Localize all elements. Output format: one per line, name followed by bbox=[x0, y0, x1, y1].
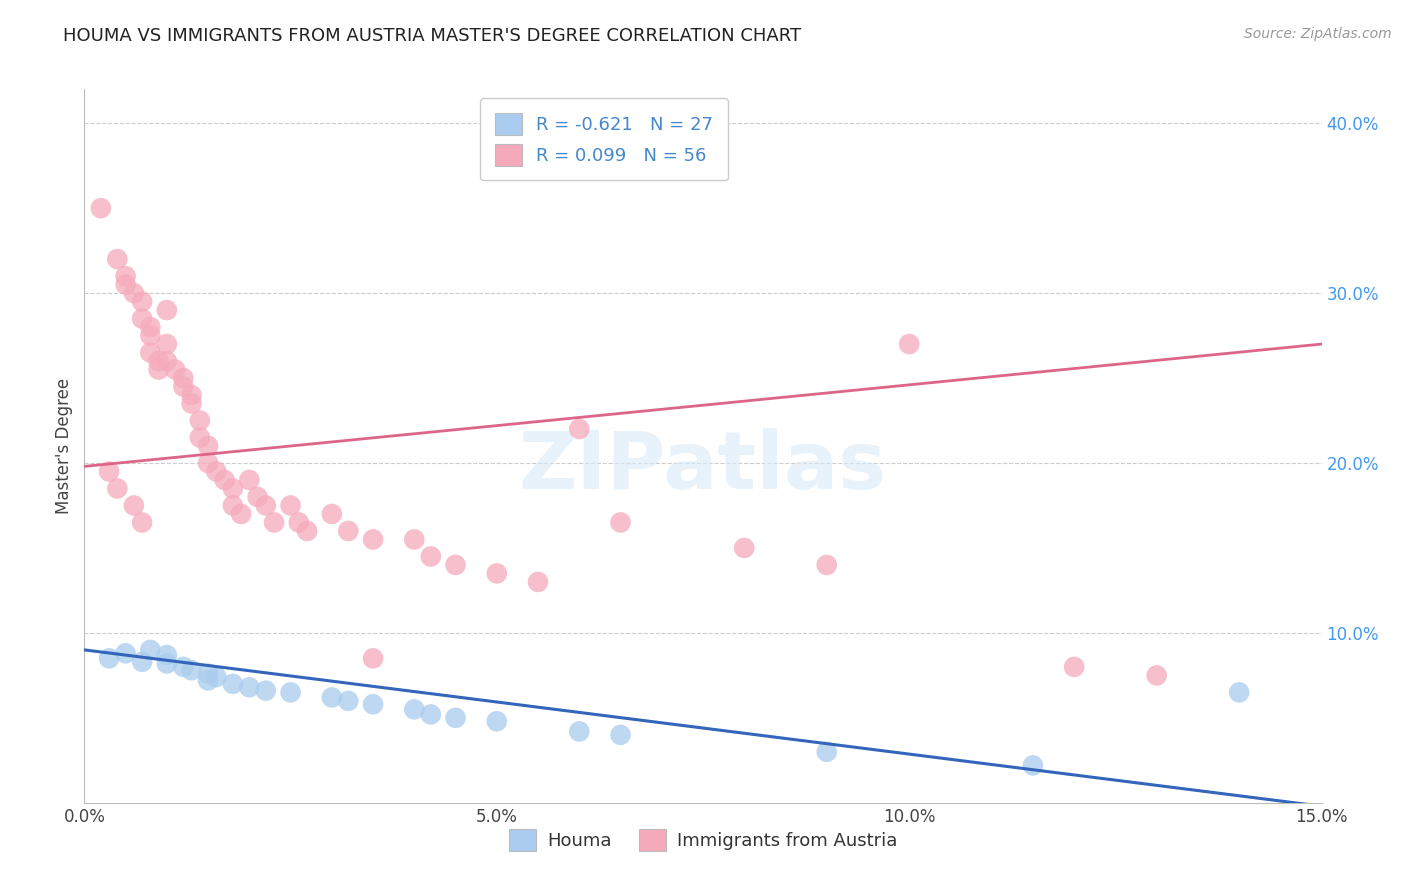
Point bbox=[172, 371, 194, 385]
Point bbox=[1063, 660, 1085, 674]
Point bbox=[156, 337, 179, 351]
Point bbox=[197, 666, 219, 681]
Point bbox=[197, 673, 219, 688]
Point bbox=[172, 660, 194, 674]
Point bbox=[280, 499, 302, 513]
Point bbox=[98, 651, 121, 665]
Point bbox=[197, 439, 219, 453]
Point bbox=[188, 430, 211, 444]
Point bbox=[197, 456, 219, 470]
Point bbox=[114, 277, 136, 292]
Point bbox=[131, 655, 153, 669]
Point bbox=[1146, 668, 1168, 682]
Point bbox=[131, 294, 153, 309]
Point bbox=[337, 524, 360, 538]
Point bbox=[404, 533, 426, 547]
Point bbox=[222, 677, 245, 691]
Point bbox=[148, 362, 170, 376]
Point bbox=[229, 507, 252, 521]
Point bbox=[444, 558, 467, 572]
Point bbox=[404, 702, 426, 716]
Point bbox=[165, 362, 187, 376]
Point bbox=[361, 533, 384, 547]
Point bbox=[444, 711, 467, 725]
Text: HOUMA VS IMMIGRANTS FROM AUSTRIA MASTER'S DEGREE CORRELATION CHART: HOUMA VS IMMIGRANTS FROM AUSTRIA MASTER'… bbox=[63, 27, 801, 45]
Point bbox=[263, 516, 285, 530]
Point bbox=[114, 646, 136, 660]
Point bbox=[131, 311, 153, 326]
Point bbox=[122, 286, 145, 301]
Point bbox=[172, 379, 194, 393]
Point bbox=[90, 201, 112, 215]
Legend: Houma, Immigrants from Austria: Houma, Immigrants from Austria bbox=[502, 822, 904, 858]
Point bbox=[568, 724, 591, 739]
Point bbox=[321, 690, 343, 705]
Point bbox=[1022, 758, 1045, 772]
Point bbox=[139, 328, 162, 343]
Point bbox=[105, 482, 128, 496]
Point bbox=[180, 396, 202, 410]
Point bbox=[205, 465, 228, 479]
Point bbox=[114, 269, 136, 284]
Point bbox=[815, 558, 838, 572]
Point bbox=[815, 745, 838, 759]
Y-axis label: Master's Degree: Master's Degree bbox=[55, 378, 73, 514]
Point bbox=[156, 657, 179, 671]
Point bbox=[98, 465, 121, 479]
Point bbox=[361, 651, 384, 665]
Point bbox=[609, 516, 631, 530]
Point bbox=[280, 685, 302, 699]
Point bbox=[254, 499, 277, 513]
Point bbox=[295, 524, 318, 538]
Point bbox=[609, 728, 631, 742]
Point bbox=[254, 683, 277, 698]
Point bbox=[156, 303, 179, 318]
Point bbox=[180, 663, 202, 677]
Point bbox=[246, 490, 269, 504]
Point bbox=[733, 541, 755, 555]
Point bbox=[485, 714, 508, 729]
Point bbox=[222, 499, 245, 513]
Text: Source: ZipAtlas.com: Source: ZipAtlas.com bbox=[1244, 27, 1392, 41]
Point bbox=[361, 698, 384, 712]
Point bbox=[188, 413, 211, 427]
Point bbox=[205, 670, 228, 684]
Point bbox=[527, 574, 550, 589]
Point bbox=[214, 473, 236, 487]
Point bbox=[139, 345, 162, 359]
Text: ZIPatlas: ZIPatlas bbox=[519, 428, 887, 507]
Point bbox=[485, 566, 508, 581]
Point bbox=[321, 507, 343, 521]
Point bbox=[238, 680, 260, 694]
Point bbox=[222, 482, 245, 496]
Point bbox=[419, 707, 441, 722]
Point bbox=[105, 252, 128, 266]
Point bbox=[148, 354, 170, 368]
Point bbox=[139, 320, 162, 334]
Point bbox=[1227, 685, 1250, 699]
Point bbox=[419, 549, 441, 564]
Point bbox=[238, 473, 260, 487]
Point bbox=[337, 694, 360, 708]
Point bbox=[139, 643, 162, 657]
Point bbox=[131, 516, 153, 530]
Point bbox=[122, 499, 145, 513]
Point bbox=[156, 354, 179, 368]
Point bbox=[180, 388, 202, 402]
Point bbox=[898, 337, 921, 351]
Point bbox=[288, 516, 311, 530]
Point bbox=[568, 422, 591, 436]
Point bbox=[156, 648, 179, 662]
